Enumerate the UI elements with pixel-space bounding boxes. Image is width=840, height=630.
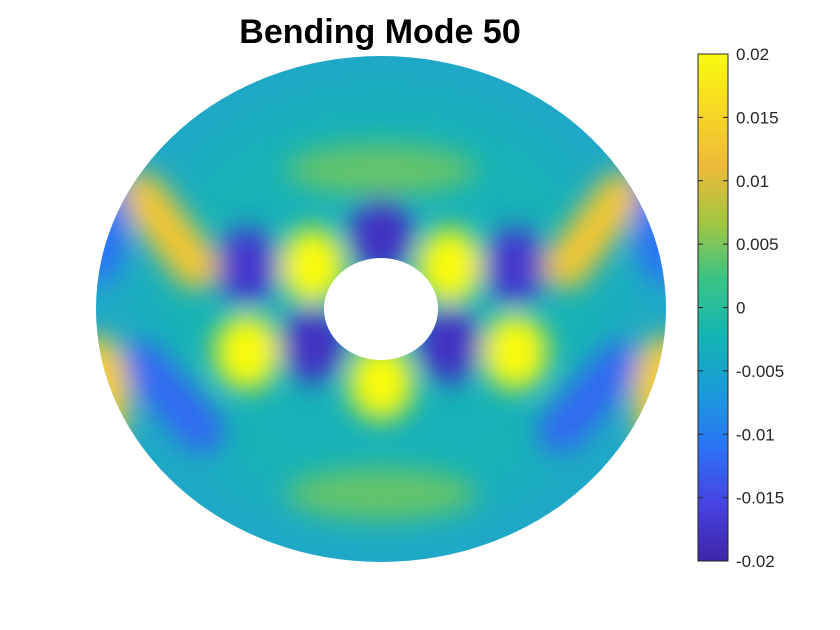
colorbar: 0.02 0.015 0.01 0.005 0 -0.005 -0.01 -0.015 -0.0… [697,45,784,571]
inner-hole [324,258,438,360]
heatmap-peak [481,314,548,391]
chart-title: Bending Mode 50 [239,13,521,51]
heatmap-field [96,56,666,562]
heatmap-trough [481,227,548,304]
colorbar-tick-label: 0 [736,299,745,318]
heatmap-trough [348,197,414,274]
colorbar-tick-label: 0.005 [736,235,779,254]
heatmap-peak [633,335,666,456]
heatmap-trough [633,162,666,283]
heatmap-peak [96,335,129,456]
heatmap-peak [348,344,414,421]
heatmap-trough [214,227,281,304]
colorbar-tick-label: 0.02 [736,45,769,64]
heatmap-ridge-positive [543,172,644,289]
colorbar-tick-label: -0.015 [736,489,784,508]
colorbar-tick-label: -0.02 [736,552,775,571]
heatmap-band [286,467,476,520]
heatmap-peak [416,227,483,304]
heatmap-ridge-negative [118,341,225,454]
heatmap-peak [214,314,281,391]
colorbar-tick-label: -0.01 [736,425,775,444]
colorbar-ticks: 0.02 0.015 0.01 0.005 0 -0.005 -0.01 -0.015 -0.0… [698,45,784,571]
heatmap-band [286,143,476,196]
heatmap-trough [96,162,129,283]
heatmap-peak [279,227,346,304]
heatmap-ridge-negative [537,341,644,454]
colorbar-tick-label: 0.015 [736,108,779,127]
heatmap-ridge-positive [118,172,219,289]
colorbar-tick-label: -0.005 [736,362,784,381]
colorbar-tick-label: 0.01 [736,172,769,191]
